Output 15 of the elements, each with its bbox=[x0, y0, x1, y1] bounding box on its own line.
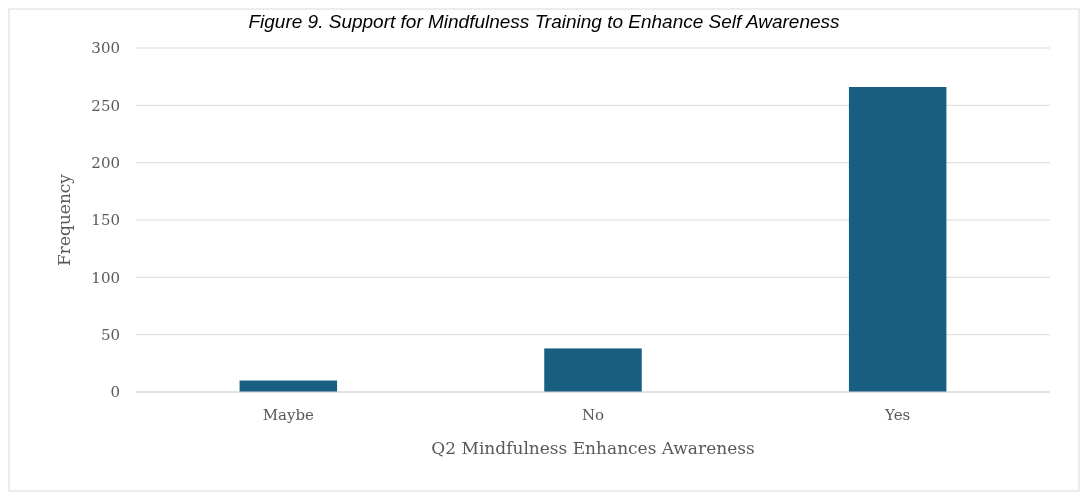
x-tick-label: No bbox=[581, 406, 605, 424]
y-tick-label: 0 bbox=[110, 383, 120, 402]
y-tick-label: 200 bbox=[91, 153, 120, 172]
y-tick-label: 300 bbox=[91, 39, 120, 58]
y-tick-label: 50 bbox=[100, 325, 120, 344]
y-tick-label: 150 bbox=[91, 211, 120, 230]
chart-title: Figure 9. Support for Mindfulness Training to Enhance Self Awareness bbox=[248, 11, 841, 32]
x-tick-label: Maybe bbox=[262, 406, 315, 424]
bar bbox=[848, 86, 947, 392]
y-tick-label: 100 bbox=[91, 268, 120, 287]
bar bbox=[544, 348, 642, 392]
y-axis-title: Frequency bbox=[54, 173, 74, 266]
x-tick-label: Yes bbox=[884, 406, 911, 424]
y-tick-label: 250 bbox=[91, 96, 120, 115]
x-axis-title: Q2 Mindfulness Enhances Awareness bbox=[431, 438, 755, 458]
